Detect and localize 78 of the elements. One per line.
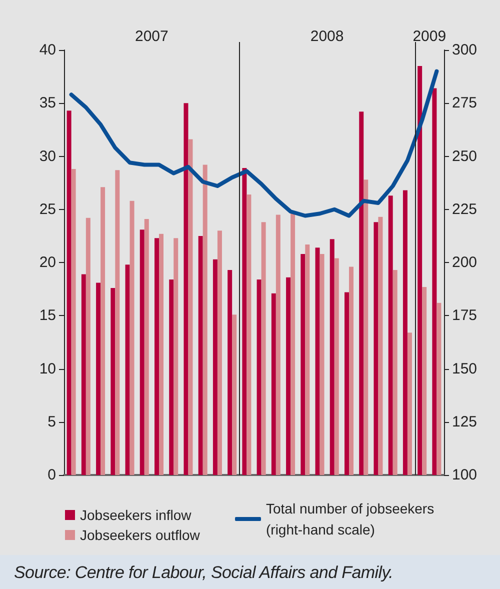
y2-tick-label: 125 <box>452 413 478 430</box>
bar <box>174 238 178 475</box>
bar <box>115 170 120 475</box>
y-tick-label: 5 <box>48 413 56 430</box>
bar <box>154 238 159 475</box>
bar <box>130 200 134 475</box>
bar <box>198 236 203 475</box>
bar <box>246 194 252 475</box>
y-tick-label: 35 <box>39 94 56 112</box>
bar <box>184 103 188 475</box>
bar <box>242 168 247 475</box>
bar <box>320 254 324 475</box>
y2-tick-label: 175 <box>452 307 478 324</box>
text: 2007 <box>135 28 168 45</box>
bar <box>212 259 218 475</box>
bar <box>330 239 334 475</box>
bar <box>378 216 383 475</box>
legend-label: Total number of jobseekers (right-hand scale) <box>266 500 438 538</box>
text: 2009 <box>412 28 446 45</box>
bar <box>96 282 101 475</box>
bar <box>188 139 193 475</box>
bar <box>125 264 130 475</box>
bar <box>418 66 422 475</box>
y-tick-label: 25 <box>39 200 56 218</box>
y-tick-label: 0 <box>48 466 56 484</box>
bar <box>217 230 222 475</box>
bar <box>374 222 378 475</box>
bar <box>144 218 149 475</box>
bar <box>344 292 349 475</box>
bar <box>422 286 427 475</box>
legend-label: Jobseekers outflow <box>80 527 201 543</box>
legend-label: Jobseekers inflow <box>80 507 192 523</box>
bar <box>359 112 364 475</box>
y2-tick-label: 300 <box>452 42 478 58</box>
text: 2008 <box>310 28 344 45</box>
y-tick-label: 40 <box>39 42 56 58</box>
bar <box>388 196 393 475</box>
y2-tick-label: 100 <box>452 466 478 484</box>
y-tick-label: 20 <box>39 254 56 271</box>
bar <box>432 88 437 475</box>
source-note: Source: Centre for Labour, Social Affairs and Family. <box>0 555 500 589</box>
y2-tick-label: 200 <box>452 254 478 271</box>
bar <box>261 222 266 475</box>
bar <box>140 230 144 475</box>
bar <box>256 280 262 475</box>
y2-tick-label: 150 <box>452 360 478 378</box>
bar <box>169 280 174 475</box>
bar <box>402 190 408 475</box>
bar <box>81 274 86 475</box>
bar <box>86 218 90 475</box>
y2-tick-label: 250 <box>452 148 478 165</box>
bar <box>364 180 368 475</box>
bar <box>110 288 116 475</box>
bar <box>100 187 106 475</box>
line-series <box>69 69 439 218</box>
y-tick-label: 10 <box>39 360 56 378</box>
bar <box>228 270 232 475</box>
bar <box>436 302 442 475</box>
bar <box>286 277 291 475</box>
bar <box>71 169 76 475</box>
bar <box>290 212 296 475</box>
y2-tick-label: 275 <box>452 94 478 112</box>
bar <box>305 244 310 475</box>
bar <box>159 234 164 475</box>
y-tick-label: 30 <box>39 148 56 165</box>
bar <box>392 270 398 475</box>
bar <box>271 293 276 475</box>
bar <box>300 254 306 475</box>
y2-tick-label: 225 <box>452 200 478 218</box>
bar <box>276 214 280 475</box>
bar <box>334 258 339 475</box>
bar <box>202 164 208 475</box>
bar <box>232 314 237 475</box>
y-tick-label: 15 <box>39 307 56 324</box>
bar <box>66 110 72 475</box>
bar <box>315 248 320 475</box>
bar <box>349 266 354 475</box>
bar <box>407 332 412 475</box>
